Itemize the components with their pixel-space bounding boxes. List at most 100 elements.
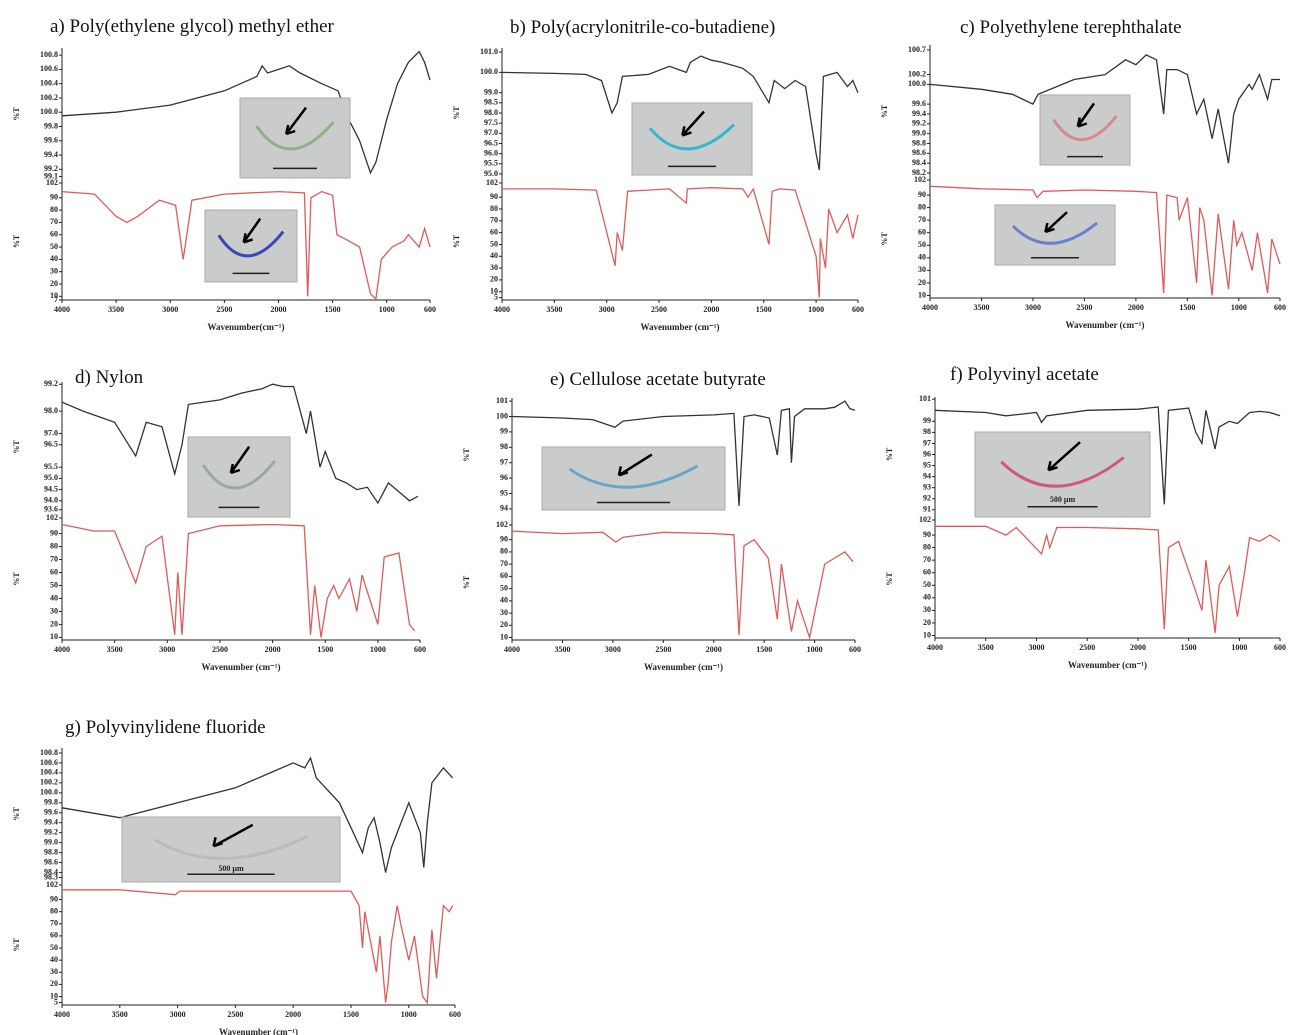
- y-tick-label: 99.2: [44, 379, 58, 388]
- y-tick-label: 40: [923, 593, 931, 602]
- x-tick-label: 2000: [270, 305, 286, 314]
- inset-photo: [204, 209, 298, 283]
- x-tick-label: 3500: [112, 1010, 128, 1019]
- y-tick-label: 99.2: [912, 119, 926, 128]
- x-tick-label: 2500: [1076, 303, 1092, 312]
- x-tick-label: 4000: [927, 643, 943, 652]
- inset-arrow: [1076, 102, 1096, 128]
- y-tick-label: 10: [50, 991, 58, 1000]
- y-tick-label: 95.5: [484, 159, 498, 168]
- x-tick-label: 1500: [325, 305, 341, 314]
- y-tick-label: 40: [500, 596, 508, 605]
- y-tick-label: 102: [46, 880, 58, 889]
- x-axis-label: Wavenumber (cm⁻¹): [1065, 320, 1144, 330]
- y-tick-label: 99.1: [44, 171, 58, 180]
- y-tick-label: 40: [50, 254, 58, 263]
- x-tick-label: 1500: [756, 645, 772, 654]
- y-tick-label: 40: [50, 593, 58, 602]
- y-tick-label: 100.2: [908, 69, 926, 78]
- y-tick-label: 93.6: [44, 505, 58, 514]
- y-tick-label: 96.5: [44, 440, 58, 449]
- panel-title: a) Poly(ethylene glycol) methyl ether: [50, 16, 335, 37]
- x-tick-label: 3500: [546, 305, 562, 314]
- inset-photo: [121, 816, 341, 883]
- y-tick-label: 94.5: [44, 484, 58, 493]
- y-tick-label: 97.0: [484, 128, 498, 137]
- y-tick-label: 97.5: [484, 118, 498, 127]
- inset-particle: [1000, 456, 1125, 488]
- x-axis-label: Wavenumber (cm⁻¹): [1068, 660, 1147, 670]
- y-tick-label: 80: [490, 204, 498, 213]
- y-tick-label: 70: [50, 554, 58, 563]
- y-tick-label: 100.6: [40, 64, 58, 73]
- x-tick-label: 4000: [504, 645, 520, 654]
- y-tick-label: 100.8: [40, 748, 58, 757]
- inset-photo: [1039, 94, 1131, 166]
- spectrum-line: [501, 55, 859, 171]
- spectrum-line: [934, 406, 1281, 505]
- y-tick-label: 70: [50, 217, 58, 226]
- x-tick-label: 1500: [343, 1010, 359, 1019]
- y-tick-label: 70: [923, 555, 931, 564]
- panel-title: d) Nylon: [75, 367, 144, 388]
- inset-photo: [631, 102, 753, 176]
- y-tick-label: 30: [918, 265, 926, 274]
- y-tick-label: 98.3: [44, 872, 58, 881]
- y-axis-label: %T: [462, 575, 471, 589]
- y-tick-label: 40: [50, 955, 58, 964]
- x-axis-label: Wavenumber (cm⁻¹): [640, 322, 719, 332]
- y-tick-label: 99.0: [484, 88, 498, 97]
- y-tick-label: 50: [490, 239, 498, 248]
- y-tick-label: 100: [496, 411, 508, 420]
- y-tick-label: 30: [50, 606, 58, 615]
- y-tick-label: 7: [54, 295, 58, 304]
- x-tick-label: 2500: [216, 305, 232, 314]
- y-tick-label: 102: [46, 178, 58, 187]
- y-axis-label: %T: [12, 440, 21, 454]
- y-tick-label: 50: [918, 240, 926, 249]
- y-tick-label: 102: [486, 178, 498, 187]
- y-tick-label: 5: [494, 292, 498, 301]
- x-tick-label: 2000: [706, 645, 722, 654]
- x-tick-label: 1000: [808, 305, 824, 314]
- y-tick-label: 98: [500, 442, 508, 451]
- y-tick-label: 10: [500, 632, 508, 641]
- y-tick-label: 50: [50, 242, 58, 251]
- y-tick-label: 10: [918, 290, 926, 299]
- inset-photo: [994, 204, 1116, 266]
- spectrum-line: [935, 525, 1281, 634]
- inset-particle: [1052, 115, 1118, 142]
- y-tick-label: 60: [50, 931, 58, 940]
- y-tick-label: 100.0: [40, 107, 58, 116]
- panel-title: e) Cellulose acetate butyrate: [550, 369, 766, 390]
- x-axis-label: Wavenumber (cm⁻¹): [219, 1027, 298, 1035]
- y-axis-label: %T: [12, 107, 21, 121]
- y-tick-label: 95.0: [44, 473, 58, 482]
- y-tick-label: 20: [490, 275, 498, 284]
- y-tick-label: 70: [918, 215, 926, 224]
- y-tick-label: 96: [500, 473, 508, 482]
- y-tick-label: 94.0: [44, 496, 58, 505]
- y-tick-label: 70: [500, 559, 508, 568]
- y-tick-label: 94: [923, 471, 931, 480]
- x-tick-label: 3500: [108, 305, 124, 314]
- panel-title: c) Polyethylene terephthalate: [960, 17, 1182, 38]
- y-tick-label: 60: [500, 571, 508, 580]
- x-tick-label: 3000: [1025, 303, 1041, 312]
- y-tick-label: 99.0: [912, 128, 926, 137]
- x-tick-label: 600: [852, 305, 864, 314]
- y-tick-label: 102: [919, 515, 931, 524]
- x-tick-label: 600: [424, 305, 436, 314]
- y-tick-label: 100.2: [40, 93, 58, 102]
- y-tick-label: 96.0: [484, 148, 498, 157]
- x-tick-label: 2500: [655, 645, 671, 654]
- y-tick-label: 10: [50, 632, 58, 641]
- y-tick-label: 96.5: [484, 138, 498, 147]
- y-tick-label: 94: [500, 504, 508, 513]
- y-tick-label: 20: [50, 279, 58, 288]
- y-tick-label: 101: [919, 394, 931, 403]
- x-tick-label: 2000: [1130, 643, 1146, 652]
- x-tick-label: 1500: [1181, 643, 1197, 652]
- y-tick-label: 60: [490, 227, 498, 236]
- x-tick-label: 3000: [1028, 643, 1044, 652]
